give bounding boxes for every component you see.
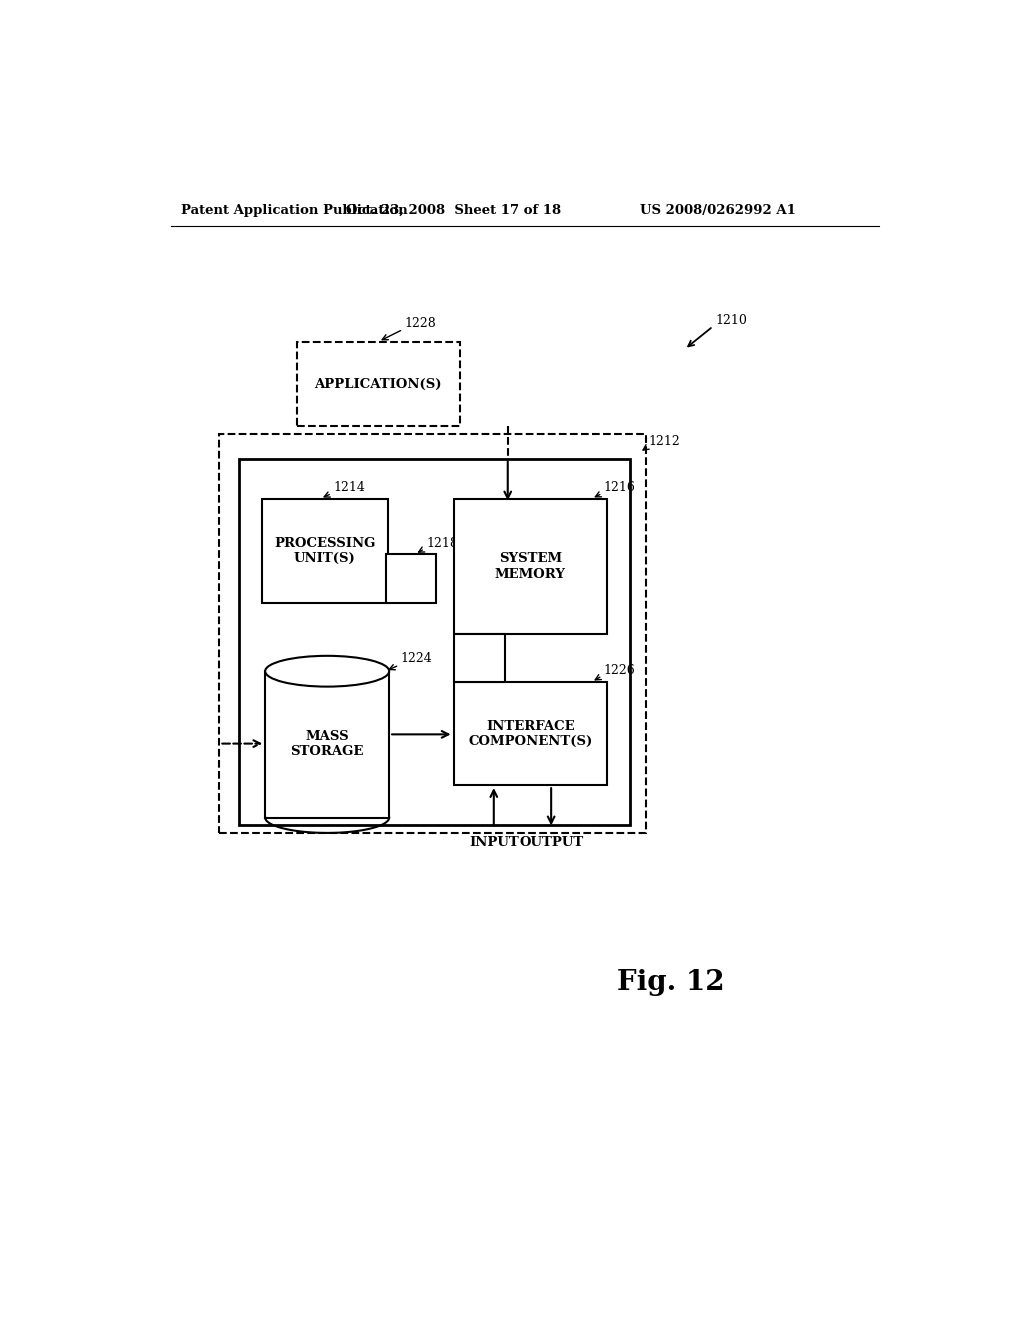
Text: 1228: 1228	[404, 317, 436, 330]
Text: INTERFACE
COMPONENT(S): INTERFACE COMPONENT(S)	[468, 719, 592, 747]
Text: 1218: 1218	[426, 537, 459, 550]
Text: INPUT: INPUT	[469, 836, 519, 849]
Bar	[454, 635, 505, 682]
Ellipse shape	[265, 656, 389, 686]
Bar	[386, 554, 436, 603]
Bar	[262, 499, 388, 603]
Text: 1212: 1212	[649, 436, 681, 449]
Text: PROCESSING
UNIT(S): PROCESSING UNIT(S)	[274, 537, 376, 565]
Text: SYSTEM
MEMORY: SYSTEM MEMORY	[495, 553, 565, 581]
Bar	[265, 671, 389, 817]
Text: MASS
STORAGE: MASS STORAGE	[291, 730, 364, 758]
Bar	[454, 682, 607, 785]
Text: Fig. 12: Fig. 12	[616, 969, 724, 995]
Text: 1216: 1216	[604, 482, 636, 495]
Text: US 2008/0262992 A1: US 2008/0262992 A1	[640, 205, 796, 218]
Bar	[297, 342, 460, 426]
Text: APPLICATION(S): APPLICATION(S)	[314, 378, 442, 391]
Text: 1226: 1226	[604, 664, 636, 677]
Bar	[454, 499, 607, 635]
Text: Oct. 23, 2008  Sheet 17 of 18: Oct. 23, 2008 Sheet 17 of 18	[346, 205, 561, 218]
Text: 1224: 1224	[400, 652, 432, 665]
Bar	[219, 434, 646, 833]
Text: Patent Application Publication: Patent Application Publication	[180, 205, 408, 218]
Text: OUTPUT: OUTPUT	[519, 836, 584, 849]
Text: 1210: 1210	[716, 314, 748, 326]
Text: 1214: 1214	[334, 482, 366, 495]
Bar	[239, 459, 630, 825]
